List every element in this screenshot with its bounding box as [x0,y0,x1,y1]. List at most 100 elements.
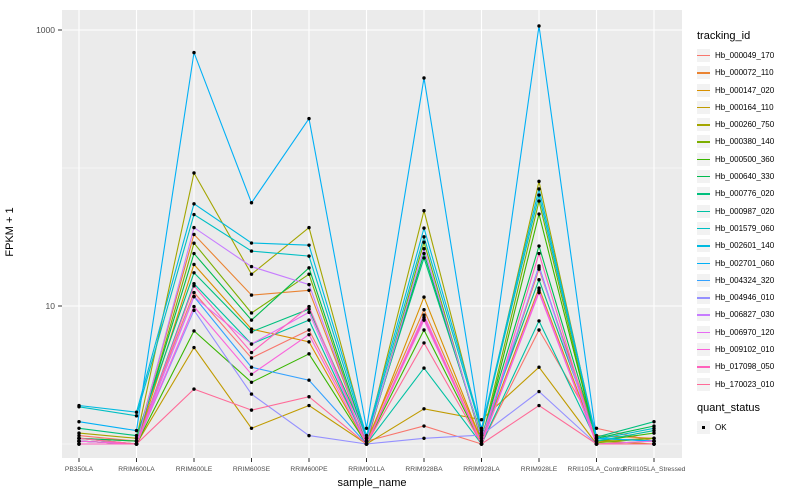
x-tick-label: RRIM928LE [521,466,558,473]
x-tick-label: RRIM600SE [233,466,271,473]
data-point-Hb_000072_110 [192,232,196,237]
data-point-Hb_170023_010 [422,341,426,345]
x-tick-label: PB350LA [65,466,94,473]
data-point-Hb_000640_330 [134,439,139,443]
line-swatch [697,170,710,184]
data-point-Hb_006827_030 [364,439,369,443]
data-point-Hb_000049_170 [77,433,81,438]
data-point-Hb_001579_060 [537,193,541,197]
line-swatch [697,66,710,80]
legend-entry-Hb_000049_170: Hb_000049_170 [697,49,800,62]
data-point-Hb_006970_120 [249,342,254,346]
swatch-line-icon [697,141,710,143]
legend-entries: Hb_000049_170 Hb_000072_110 Hb_000147_020 H… [697,49,800,391]
legend-entry-Hb_004324_320: Hb_004324_320 [697,273,800,287]
legend-entry-ok: OK [697,420,800,434]
legend-entry-label: Hb_000987_020 [715,206,775,216]
data-point-Hb_000776_020 [537,278,541,282]
data-point-Hb_000260_750 [77,431,81,435]
data-point-Hb_001579_060 [652,426,656,430]
legend-entry-Hb_000072_110: Hb_000072_110 [697,66,800,80]
legend-entry-label: Hb_006827_030 [715,310,775,320]
legend-entry-Hb_017098_050: Hb_017098_050 [697,360,800,374]
data-point-Hb_006827_030 [537,265,541,270]
data-point-Hb_000260_750 [537,179,541,184]
data-point-Hb_017098_050 [192,284,196,288]
line-swatch [697,118,710,132]
legend-entry-Hb_000260_750: Hb_000260_750 [697,118,800,132]
data-point-Hb_000776_020 [77,426,81,430]
data-point-Hb_000776_020 [134,433,139,438]
data-point-Hb_170023_010 [249,408,254,412]
line-swatch [697,256,710,270]
data-point-Hb_000072_110 [249,293,254,297]
x-tick-label: RRII105LA_Control [568,466,627,473]
data-point-Hb_170023_010 [594,442,599,446]
data-point-Hb_000164_110 [249,426,254,430]
legend-title-tracking-id: tracking_id [697,30,751,42]
line-swatch [697,100,710,114]
data-point-Hb_002601_140 [134,410,139,414]
data-point-Hb_000640_330 [192,251,196,256]
line-swatch [697,83,710,97]
line-swatch [697,377,710,391]
data-point-Hb_006970_120 [537,288,541,292]
data-point-Hb_002601_140 [77,403,81,408]
data-point-Hb_170023_010 [307,395,311,399]
data-point-Hb_000147_020 [307,340,311,344]
legend-entry-Hb_006970_120: Hb_006970_120 [697,325,800,339]
swatch-line-icon [697,176,710,178]
data-point-Hb_004324_320 [249,365,254,369]
data-point-Hb_001579_060 [134,414,139,418]
data-point-Hb_017098_050 [307,304,311,309]
data-point-Hb_009102_010 [192,304,196,309]
data-point-Hb_006827_030 [479,436,484,440]
data-point-Hb_170023_010 [537,403,541,408]
legend-entry-label: Hb_000776_020 [715,189,775,199]
x-axis-title: sample_name [337,477,407,489]
line-swatch [697,343,710,357]
swatch-line-icon [697,366,710,368]
quant-status-legend: quant_status OK [697,402,800,434]
data-point-Hb_001579_060 [307,254,311,258]
data-point-Hb_000164_110 [537,365,541,369]
legend-title-quant-status: quant_status [697,401,760,414]
data-point-Hb_004324_320 [307,378,311,382]
data-point-Hb_002701_060 [77,420,81,424]
swatch-line-icon [697,297,710,299]
x-tick-label: RRIM901LA [348,466,385,473]
data-point-Hb_000164_110 [192,345,196,350]
data-point-Hb_002601_140 [192,202,196,206]
data-point-Hb_000640_330 [249,318,254,322]
data-point-Hb_000260_750 [249,272,254,276]
legend-entry-Hb_006827_030: Hb_006827_030 [697,308,800,322]
data-point-Hb_000776_020 [307,307,311,311]
data-point-Hb_000049_170 [422,424,426,428]
legend-entry-Hb_000500_360: Hb_000500_360 [697,152,800,166]
x-tick-label: RRIM928BA [405,466,443,473]
data-point-Hb_006827_030 [307,282,311,287]
data-point-Hb_002701_060 [422,76,426,80]
data-point-Hb_001579_060 [364,436,369,440]
data-point-Hb_000380_140 [537,199,541,203]
x-tick-label: RRIM600LE [176,466,213,473]
data-point-Hb_170023_010 [134,442,139,446]
x-tick-label: RRIM600PE [290,466,328,473]
legend-entry-label: Hb_000164_110 [715,102,774,112]
data-point-Hb_006970_120 [307,310,311,315]
line-swatch [697,360,710,374]
data-point-Hb_002601_140 [249,241,254,245]
line-swatch [697,204,710,218]
legend-entry-label: Hb_000260_750 [715,120,775,130]
swatch-line-icon [697,158,710,161]
data-point-Hb_004946_010 [537,389,541,394]
line-swatch [697,308,710,322]
data-point-Hb_004946_010 [192,308,196,313]
swatch-line-icon [697,227,710,230]
data-point-Hb_000776_020 [422,256,426,260]
data-point-Hb_000776_020 [249,330,254,334]
data-point-Hb_000500_360 [537,212,541,216]
legend-entry-label: Hb_170023_010 [715,379,775,389]
data-point-Hb_002701_060 [537,24,541,28]
